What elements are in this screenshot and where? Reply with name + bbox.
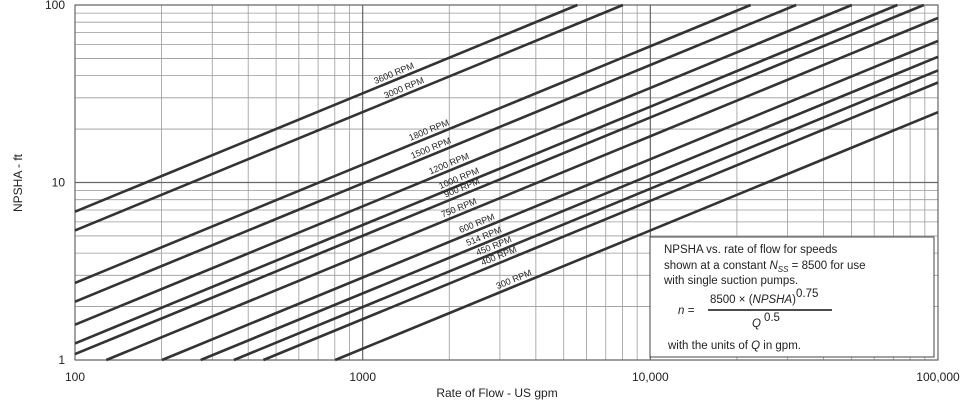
series-line [74, 3, 752, 285]
text: = 8500 for use [788, 260, 865, 272]
y-tick-label: 1 [58, 353, 65, 367]
series-line [200, 55, 939, 362]
annotation-line: shown at a constant NSS = 8500 for use [664, 260, 866, 274]
text: Q [752, 318, 761, 330]
annotation-box: NPSHA vs. rate of flow for speeds shown … [649, 236, 935, 358]
annotation-line: with single suction pumps. [663, 275, 798, 287]
text: in gpm. [760, 340, 801, 352]
series-line [262, 81, 939, 362]
series-line [74, 3, 624, 232]
formula-numerator: 8500 × (NPSHA)0.75 [710, 288, 818, 306]
series-line [74, 3, 925, 356]
text: SS [778, 265, 789, 274]
x-axis-label: Rate of Flow - US gpm [436, 386, 557, 400]
formula-lhs: n = [678, 305, 695, 317]
text: 8500 × ( [710, 294, 753, 306]
x-tick-label: 100,000 [916, 370, 960, 384]
annotation-footer: with the units of Q in gpm. [667, 340, 801, 352]
y-axis-label: NPSHA - ft [11, 153, 25, 212]
series-line [161, 39, 939, 362]
formula-denominator: Q 0.5 [752, 312, 780, 330]
text: N [769, 260, 778, 272]
x-tick-label: 1000 [349, 370, 376, 384]
grid [74, 4, 939, 361]
text: shown at a constant [664, 260, 769, 272]
text: 0.5 [764, 312, 780, 324]
series-line [233, 69, 939, 362]
text: Q [751, 340, 760, 352]
x-tick-label: 10,000 [632, 370, 669, 384]
series-line [105, 16, 939, 362]
annotation-line: NPSHA vs. rate of flow for speeds [664, 244, 837, 256]
annotation-frame [649, 236, 935, 358]
text: 0.75 [796, 288, 818, 300]
text: with the units of [667, 340, 751, 352]
y-tick-label: 10 [52, 176, 66, 190]
series-line [334, 110, 939, 362]
text: NPSHA [753, 294, 793, 306]
series-line [74, 3, 898, 345]
text: ) [792, 294, 796, 306]
series-line [74, 3, 853, 326]
x-tick-label: 100 [65, 370, 85, 384]
series-line [74, 3, 797, 303]
series-line [74, 3, 578, 213]
y-tick-label: 100 [45, 0, 65, 12]
